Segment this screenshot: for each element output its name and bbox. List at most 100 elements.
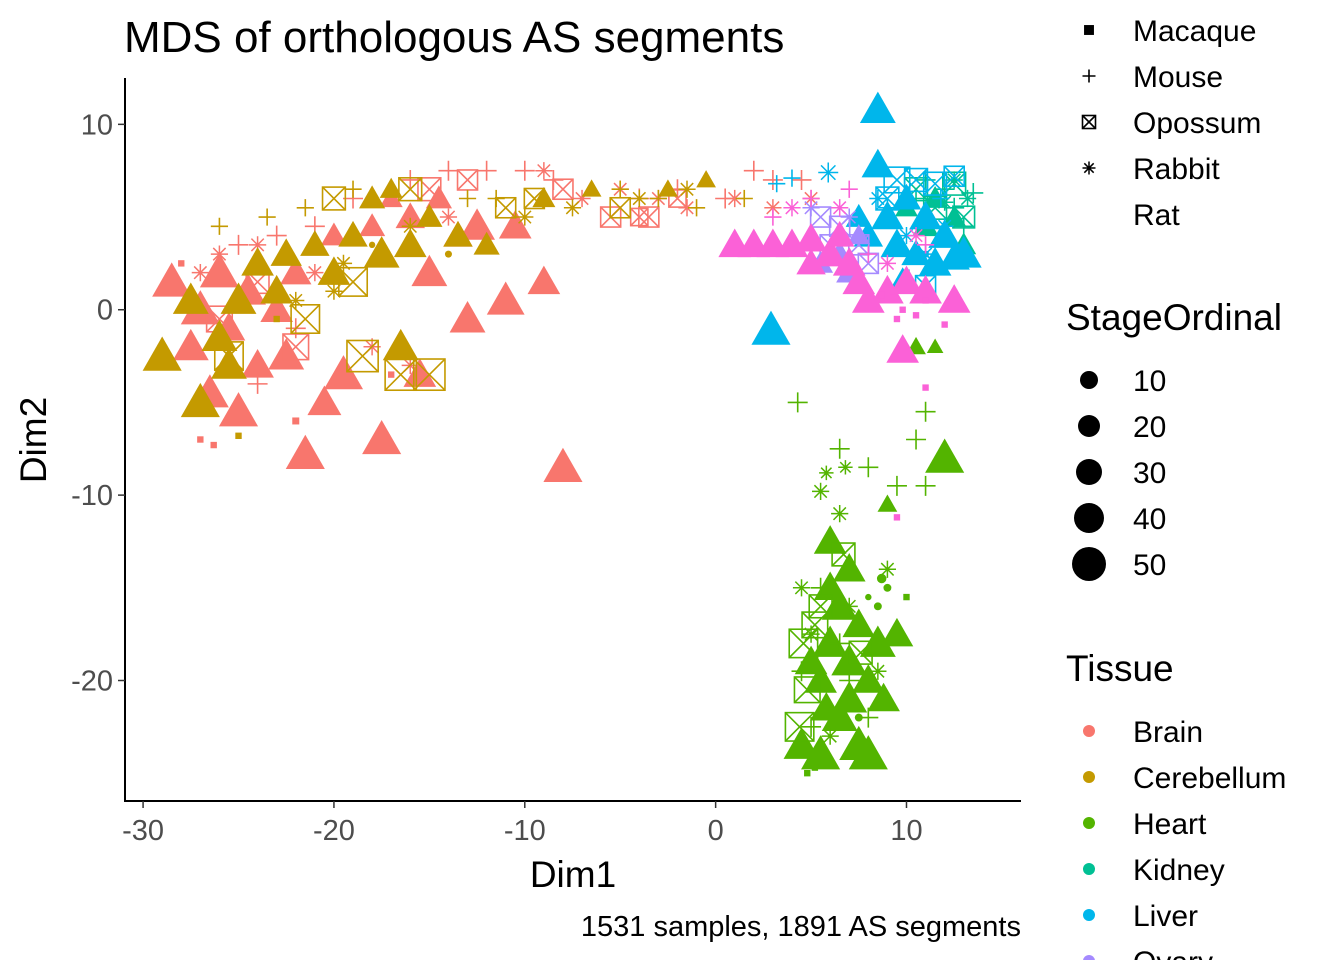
legend-species-key	[1082, 69, 1096, 83]
data-point	[191, 264, 209, 282]
data-point	[514, 160, 535, 181]
data-point	[248, 236, 267, 254]
data-point	[901, 239, 931, 266]
data-point	[942, 205, 966, 226]
legend-stage-label: 20	[1133, 411, 1166, 444]
data-point	[859, 91, 896, 123]
data-point	[813, 237, 847, 267]
data-point	[880, 617, 914, 647]
data-point	[363, 236, 400, 268]
data-point	[395, 202, 425, 229]
data-point	[937, 284, 971, 313]
legend-species-label: Rabbit	[1133, 153, 1220, 186]
legend-stage-item: 20	[1078, 411, 1166, 444]
legend-tissue-item: Brain	[1083, 716, 1203, 749]
data-point	[801, 716, 822, 737]
data-point	[936, 217, 954, 235]
data-point	[784, 711, 815, 742]
data-point	[152, 262, 192, 297]
legend-species-label: Macaque	[1133, 15, 1256, 48]
data-point	[938, 242, 970, 270]
data-point	[260, 293, 294, 322]
data-point	[247, 373, 268, 394]
x-tick-label: -10	[504, 815, 546, 847]
data-point	[393, 228, 427, 258]
data-point	[368, 241, 376, 249]
legend-species-item: Opossum	[1081, 107, 1261, 140]
y-ticks: -20 -10 0 10	[71, 109, 125, 698]
data-point	[802, 625, 820, 643]
data-point	[398, 177, 423, 202]
data-point	[922, 297, 929, 304]
data-point	[831, 542, 856, 567]
data-point	[142, 336, 182, 371]
data-point	[890, 265, 923, 295]
data-point	[859, 245, 877, 263]
legend-tissue-item: Heart	[1083, 808, 1207, 841]
x-tick-label: 10	[890, 815, 922, 847]
legend-tissue-key	[1083, 817, 1095, 829]
data-point	[476, 160, 497, 181]
data-point	[802, 199, 820, 217]
data-point	[838, 460, 853, 475]
data-point	[791, 169, 812, 190]
data-point	[813, 525, 847, 554]
legend-tissue-item: Cerebellum	[1083, 762, 1286, 795]
data-point	[848, 640, 873, 665]
legend-species: Macaque Mouse Opossum Rabbit Rat	[1081, 15, 1261, 232]
data-point	[813, 571, 847, 601]
data-point	[323, 355, 364, 390]
data-point	[211, 347, 247, 379]
data-point	[832, 552, 866, 582]
legend-stage-label: 50	[1133, 549, 1166, 582]
chart-caption: 1531 samples, 1891 AS segments	[581, 911, 1021, 943]
data-point	[543, 447, 583, 482]
data-point	[320, 222, 348, 246]
legend-species-label: Mouse	[1133, 61, 1223, 94]
legend-stage-key	[1080, 371, 1098, 389]
data-point	[854, 713, 863, 722]
data-point	[783, 199, 801, 217]
data-point	[897, 226, 916, 245]
data-point	[909, 200, 942, 230]
data-point	[764, 208, 782, 226]
data-point	[821, 699, 858, 732]
data-point	[751, 310, 791, 345]
data-point	[867, 682, 900, 712]
data-point	[818, 162, 839, 183]
data-point	[883, 166, 911, 194]
data-point	[400, 169, 421, 190]
y-axis-title: Dim2	[13, 397, 54, 483]
data-point	[925, 438, 965, 473]
legend-tissue-item: Ovary	[1083, 946, 1213, 960]
data-point	[903, 593, 910, 601]
series-cerebellum	[142, 170, 753, 439]
legend-species-item: Rat	[1133, 199, 1180, 232]
series-brain	[152, 160, 820, 482]
data-point	[945, 171, 963, 189]
legend-tissue-key	[1083, 725, 1095, 737]
data-point	[213, 341, 244, 372]
legend-stage-label: 40	[1133, 503, 1166, 536]
data-point	[358, 213, 386, 237]
data-point	[794, 222, 828, 252]
x-tick-label: 0	[708, 815, 724, 847]
data-point	[840, 597, 858, 615]
data-point	[630, 189, 648, 208]
data-point	[912, 312, 920, 319]
data-point	[172, 282, 209, 314]
data-point	[878, 199, 897, 217]
data-point	[791, 661, 812, 682]
data-point	[527, 265, 561, 295]
data-point	[258, 208, 276, 226]
data-point	[861, 148, 895, 178]
legend-species-item: Macaque	[1084, 15, 1256, 48]
data-point	[438, 160, 459, 181]
y-tick-label: 0	[97, 295, 113, 327]
data-point	[788, 628, 819, 659]
data-point	[325, 282, 343, 300]
data-point	[793, 676, 821, 704]
data-point	[839, 670, 860, 691]
data-point	[494, 196, 517, 219]
data-point	[783, 169, 801, 187]
